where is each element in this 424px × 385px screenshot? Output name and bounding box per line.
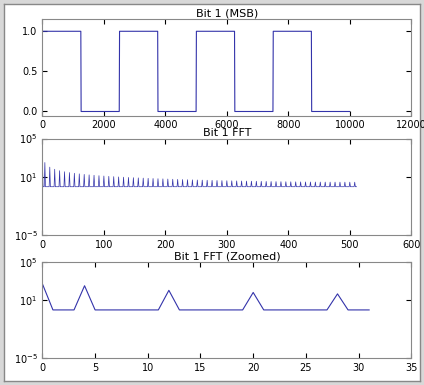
Title: Bit 1 (MSB): Bit 1 (MSB) [196,8,258,18]
Title: Bit 1 FFT: Bit 1 FFT [203,128,251,138]
Title: Bit 1 FFT (Zoomed): Bit 1 FFT (Zoomed) [173,251,280,261]
